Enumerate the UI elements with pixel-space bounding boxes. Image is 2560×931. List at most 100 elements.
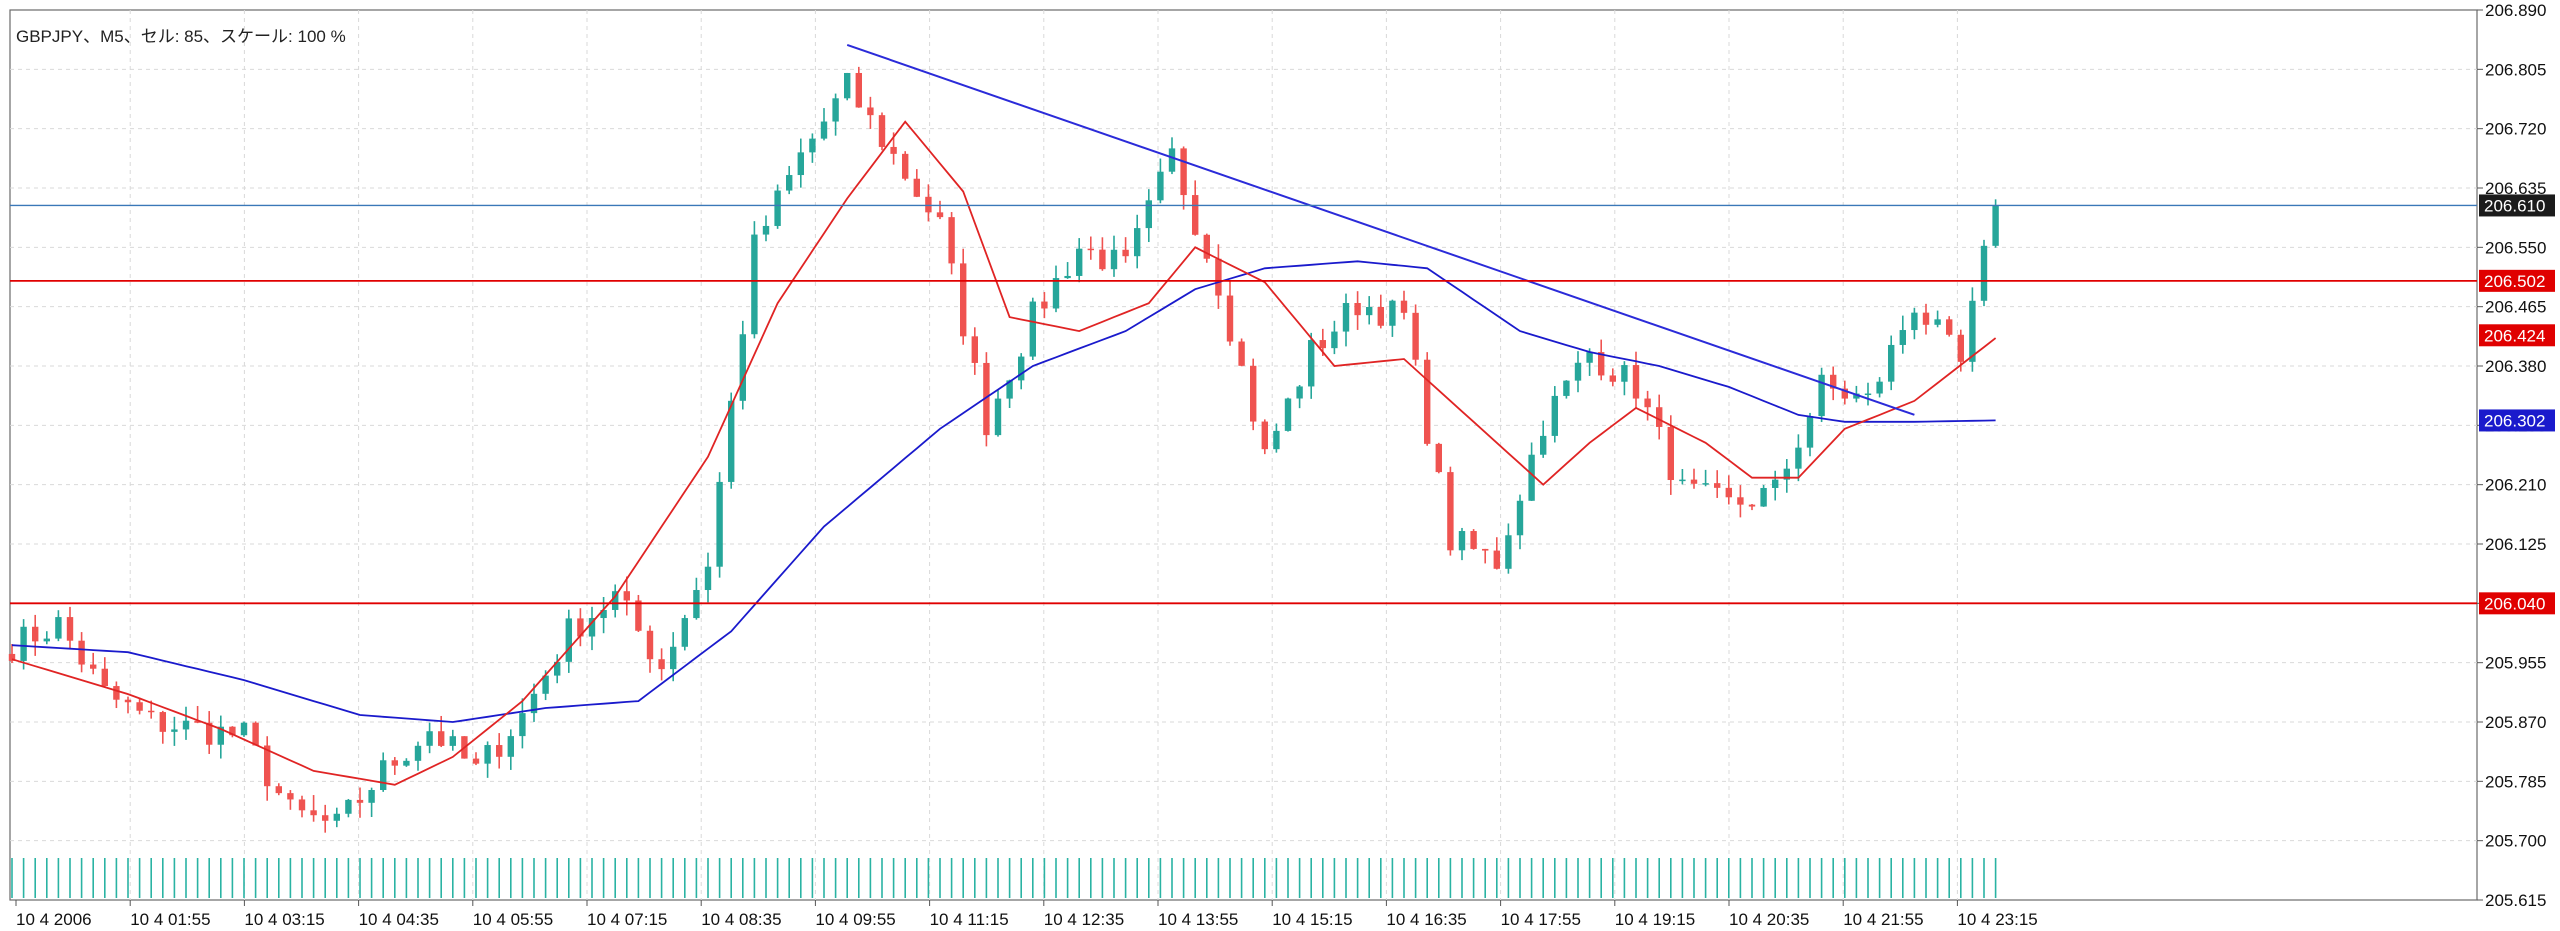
candle	[20, 619, 27, 670]
candle-body	[1122, 249, 1129, 257]
candle-body	[1563, 380, 1570, 396]
candle-body	[1087, 248, 1094, 251]
candle-body	[403, 760, 410, 766]
y-tick-label: 206.125	[2485, 535, 2546, 554]
candle-body	[588, 618, 596, 637]
x-tick-label: 10 4 17:55	[1501, 910, 1581, 929]
candle	[1644, 390, 1651, 421]
candle	[1192, 180, 1199, 236]
candle	[1841, 380, 1848, 405]
candle-body	[136, 702, 143, 711]
candle-body	[1679, 479, 1686, 482]
candle-body	[1041, 301, 1048, 309]
candle	[1041, 292, 1048, 319]
y-tick-label: 205.700	[2485, 832, 2546, 851]
candle	[960, 248, 967, 345]
candle	[229, 726, 236, 738]
candle-body	[264, 745, 271, 787]
x-tick-label: 10 4 15:15	[1272, 910, 1352, 929]
candle	[32, 614, 39, 656]
hline-price-tag: 206.502	[2479, 269, 2555, 292]
candle	[1830, 366, 1837, 401]
current-price-tag-bg	[2479, 194, 2555, 217]
candle-body	[1737, 497, 1744, 505]
candle-body	[1574, 362, 1582, 381]
candle-body	[8, 653, 16, 661]
candle	[1992, 199, 1999, 248]
candle-body	[1957, 334, 1964, 362]
candle-body	[1192, 195, 1199, 235]
candle	[844, 72, 851, 101]
candle	[368, 787, 375, 818]
candle	[345, 798, 352, 818]
x-tick-label: 10 4 21:55	[1843, 910, 1923, 929]
ma-price-tag-bg	[2479, 324, 2555, 347]
candle	[751, 221, 758, 339]
candle-body	[1482, 548, 1489, 551]
candle-body	[739, 334, 746, 401]
candle-body	[809, 138, 816, 153]
ma-slow-line	[11, 260, 1996, 723]
hline-price-tag-bg	[2479, 592, 2555, 615]
candle-body	[1180, 148, 1187, 196]
y-tick-label: 206.890	[2485, 1, 2546, 20]
y-tick-label: 206.720	[2485, 120, 2546, 139]
candle-body	[1261, 421, 1268, 450]
candle-body	[1168, 148, 1176, 172]
candle	[1400, 290, 1408, 320]
candle-body	[936, 212, 944, 218]
candle-body	[983, 362, 990, 436]
candle-body	[832, 98, 839, 122]
candle	[1157, 158, 1164, 204]
candle-body	[43, 638, 50, 642]
trendline[interactable]	[846, 43, 1915, 416]
candle-body	[32, 626, 39, 642]
candle	[159, 710, 166, 744]
candle	[554, 654, 561, 684]
candle-body	[206, 722, 213, 745]
candle-body	[1806, 416, 1814, 448]
candle-body	[182, 720, 190, 730]
candle	[1052, 265, 1060, 313]
candle-body	[1319, 340, 1326, 349]
grid	[10, 10, 2477, 900]
candle-body	[229, 726, 236, 736]
candle	[426, 722, 433, 754]
candle-body	[356, 799, 364, 803]
candle	[356, 787, 364, 818]
y-tick-label: 206.635	[2485, 179, 2546, 198]
candle-body	[1632, 365, 1640, 399]
candle-body	[1760, 487, 1767, 507]
candle	[1424, 352, 1431, 446]
candle-body	[345, 799, 352, 814]
x-tick-label: 10 4 11:15	[930, 910, 1009, 929]
candle	[716, 472, 723, 578]
candle	[728, 392, 735, 489]
candle	[1110, 235, 1118, 277]
candle	[1250, 358, 1257, 431]
candle	[739, 320, 746, 410]
candle	[264, 736, 271, 801]
candle	[310, 795, 317, 822]
candle-body	[124, 699, 132, 703]
candle	[994, 389, 1002, 437]
candle-body	[994, 398, 1002, 436]
candle	[1516, 494, 1524, 550]
candle-body	[600, 609, 607, 619]
candle-body	[1783, 468, 1790, 480]
candle-body	[1830, 374, 1837, 389]
candle-body	[1899, 330, 1906, 345]
candle	[1598, 339, 1605, 381]
candle	[171, 716, 178, 746]
y-tick-label: 206.465	[2485, 298, 2546, 317]
candle-body	[1690, 479, 1698, 484]
candle	[55, 610, 62, 642]
candle-body	[1540, 435, 1547, 455]
candle-body	[159, 712, 166, 732]
candle-body	[1400, 300, 1408, 313]
candle	[484, 741, 491, 778]
candle-body	[1052, 278, 1060, 309]
candle-body	[1110, 249, 1118, 270]
candle-body	[322, 815, 329, 821]
